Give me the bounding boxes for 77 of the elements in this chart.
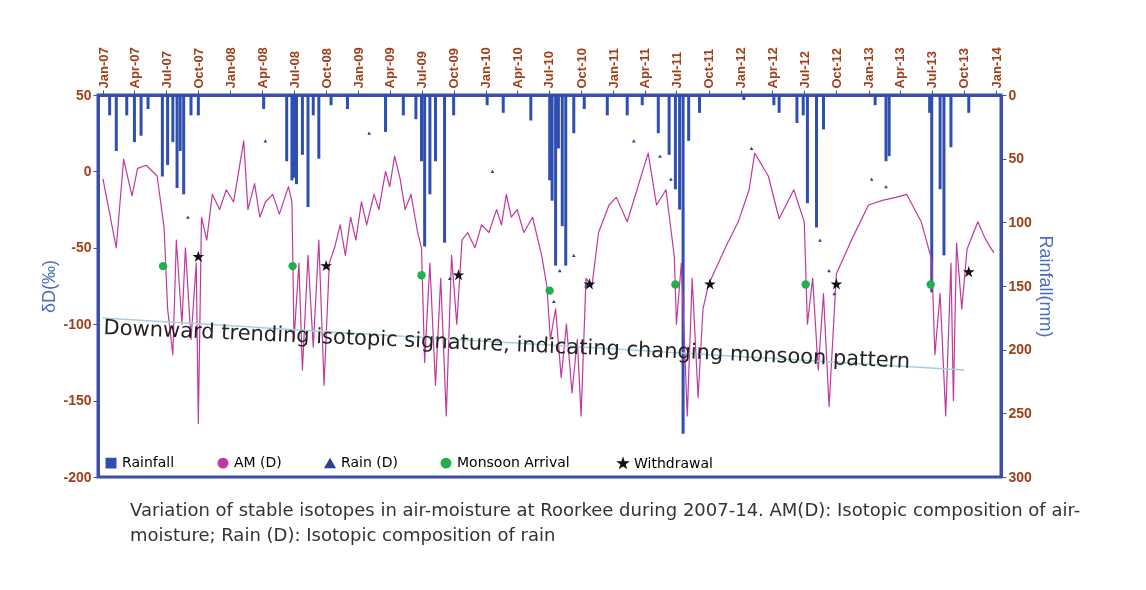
annotation: Downward trending isotopic signature, indicating changing monsoon pattern [103,315,911,373]
y-tick-label: 0 [83,162,92,179]
x-tick-label: Apr-10 [509,47,525,89]
point [185,215,190,219]
point [192,250,205,262]
x-tick-label: Jul-10 [541,50,557,89]
point [832,292,837,296]
y2-tick-label: 150 [1008,277,1033,294]
x-tick-label: Apr-12 [764,47,780,89]
y2-tick-label: 0 [1008,86,1017,103]
y2-tick-label: 50 [1008,150,1025,167]
y-tick-label: -150 [63,392,92,409]
x-tick-label: Jul-09 [414,50,429,89]
text: Variation of stable isotopes in air-moisture at Roorkee during 2007-14. AM(D): Isotopic composition of air-moisture; Rain (D): Isotopic composition of rain [130,498,1082,547]
x-tick-label: Jan-12 [733,47,749,89]
legend-label: Monsoon Arrival [457,454,570,471]
x-tick-label: Oct-12 [828,48,844,89]
legend-label: Rain (D) [341,454,398,471]
x-tick-label: Oct-07 [190,48,206,89]
x-tick-label: Apr-13 [892,47,908,89]
x-tick-label: Oct-11 [701,48,717,89]
x-tick-label: Jan-07 [95,47,111,89]
x-tick-label: Jan-08 [222,47,238,89]
x-tick-label: Oct-10 [573,48,589,89]
point [158,261,168,271]
point [801,280,810,289]
legend-label: Withdrawal [634,454,713,471]
point [830,278,843,290]
y-tick-label: -200 [63,468,92,485]
point [447,276,452,280]
point [926,280,935,289]
y-tick-label: -100 [63,315,92,332]
x-tick-label: Apr-09 [382,47,398,89]
point [583,278,596,290]
y-tick-label: 50 [75,86,92,103]
y-tick-label: -50 [71,239,92,256]
point [452,269,465,281]
point [962,266,975,278]
point [704,278,716,290]
x-tick-label: Jan-10 [478,47,494,89]
point [671,280,680,289]
x-tick-label: Oct-13 [956,48,972,89]
x-tick-label: Jan-09 [350,47,366,89]
y2-tick-label: 200 [1008,341,1033,358]
point [288,261,297,271]
y-axis-title: δD(‰) [39,259,60,314]
x-tick-label: Jul-13 [924,50,940,89]
y2-tick-label: 300 [1008,468,1033,485]
point [545,286,554,295]
point [490,169,495,174]
x-tick-label: Jan-11 [605,48,621,89]
point [818,238,822,242]
x-tick-label: Jul-07 [158,50,174,89]
x-tick-label: Jul-11 [668,51,684,89]
legend-label: Rainfall [122,454,175,471]
x-tick-label: Jul-12 [796,50,812,89]
x-tick-label: Oct-09 [446,48,462,89]
point [551,299,556,303]
legend-label: AM (D) [234,454,282,471]
point [658,154,662,158]
x-tick-label: Oct-08 [318,48,334,89]
point [417,271,426,280]
x-tick-label: Apr-11 [637,48,653,89]
point [571,253,576,258]
y2-tick-label: 250 [1008,404,1033,421]
y2-axis-title: Rainfall(mm) [1035,235,1056,338]
y2-tick-label: 100 [1008,213,1033,230]
point [320,260,332,272]
line-series [102,140,995,425]
x-tick-label: Jan-13 [861,47,877,89]
point [367,131,371,135]
x-tick-label: Jan-14 [988,46,1004,89]
x-tick-label: Apr-07 [126,47,142,89]
point [668,177,673,181]
point [869,177,874,181]
x-tick-label: Apr-08 [254,47,270,89]
x-tick-label: Jul-08 [286,50,302,89]
